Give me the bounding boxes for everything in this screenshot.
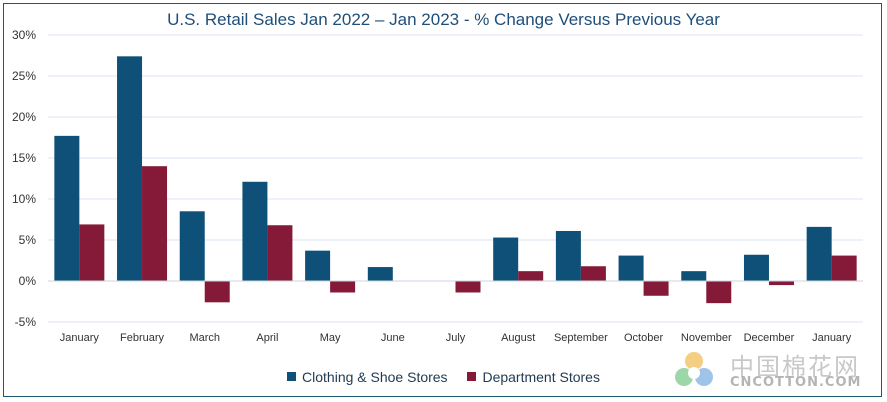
- legend-label-department: Department Stores: [482, 368, 600, 385]
- bar-department: [831, 255, 857, 281]
- legend-item-clothing: Clothing & Shoe Stores: [287, 369, 448, 385]
- legend-swatch-clothing: [287, 372, 297, 381]
- cncotton-logo-icon: [675, 352, 713, 386]
- x-tick-label: September: [554, 332, 608, 344]
- y-tick-label: 10%: [12, 192, 36, 206]
- bar-clothing: [367, 267, 393, 281]
- bar-clothing: [618, 255, 644, 281]
- watermark-english-text: CNCOTTON.COM: [730, 375, 862, 390]
- cncotton-watermark: 中国棉花网 CNCOTTON.COM: [672, 347, 882, 395]
- y-tick-label: 0%: [19, 274, 37, 288]
- y-tick-label: 20%: [12, 110, 36, 124]
- bar-clothing: [54, 135, 80, 281]
- bar-clothing: [681, 271, 707, 281]
- bar-clothing: [305, 250, 331, 281]
- x-axis-ticks: January February March April May June July Augu…: [60, 332, 852, 344]
- bar-clothing: [179, 211, 205, 281]
- x-tick-label: October: [624, 332, 663, 344]
- y-axis-ticks: -5% 0% 5% 10% 15% 20% 25% 30%: [12, 28, 36, 329]
- bars: [54, 56, 857, 304]
- bar-department: [267, 225, 293, 281]
- y-tick-label: -5%: [15, 315, 37, 329]
- bar-department: [330, 281, 356, 293]
- x-tick-label: June: [381, 332, 405, 344]
- bar-department: [768, 281, 794, 286]
- x-tick-label: February: [120, 332, 165, 344]
- bar-clothing: [743, 254, 769, 281]
- bar-department: [455, 281, 481, 293]
- bar-department: [204, 281, 230, 303]
- x-tick-label: December: [744, 332, 795, 344]
- bar-department: [142, 166, 168, 281]
- bar-clothing: [806, 226, 832, 281]
- bar-department: [706, 281, 732, 304]
- x-tick-label: January: [812, 332, 852, 344]
- x-tick-label: May: [320, 332, 341, 344]
- bar-clothing: [493, 237, 519, 281]
- y-tick-label: 15%: [12, 151, 36, 165]
- watermark-chinese-text: 中国棉花网: [730, 353, 860, 381]
- bar-department: [580, 266, 606, 281]
- bar-department: [643, 281, 669, 296]
- bar-department: [518, 271, 544, 281]
- legend: Clothing & Shoe Stores Department Stores: [0, 368, 887, 385]
- bar-clothing: [555, 230, 581, 281]
- bar-clothing: [117, 56, 143, 281]
- chart-title: U.S. Retail Sales Jan 2022 – Jan 2023 - …: [167, 10, 720, 29]
- x-tick-label: January: [60, 332, 100, 344]
- legend-item-department: Department Stores: [467, 369, 600, 385]
- gridlines: [48, 34, 863, 323]
- x-tick-label: November: [681, 332, 732, 344]
- y-tick-label: 25%: [12, 69, 36, 83]
- bar-clothing: [242, 181, 268, 281]
- x-tick-label: August: [501, 332, 535, 344]
- x-tick-label: July: [446, 332, 466, 344]
- y-tick-label: 5%: [19, 233, 37, 247]
- legend-swatch-department: [467, 372, 477, 381]
- bar-department: [79, 224, 105, 281]
- x-tick-label: March: [189, 332, 220, 344]
- legend-label-clothing: Clothing & Shoe Stores: [302, 368, 448, 385]
- x-tick-label: April: [256, 332, 278, 344]
- y-tick-label: 30%: [12, 28, 36, 42]
